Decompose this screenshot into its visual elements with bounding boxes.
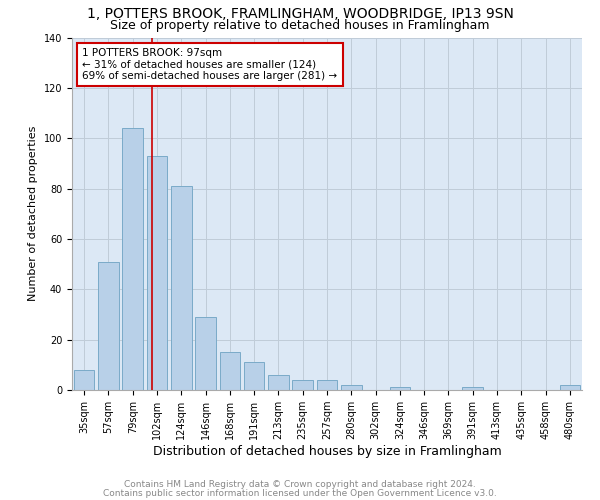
Bar	[341, 385, 362, 390]
X-axis label: Distribution of detached houses by size in Framlingham: Distribution of detached houses by size …	[152, 445, 502, 458]
Bar	[389, 388, 410, 390]
Y-axis label: Number of detached properties: Number of detached properties	[28, 126, 38, 302]
Bar	[122, 128, 143, 390]
Bar	[560, 385, 580, 390]
Bar	[146, 156, 167, 390]
Text: 1 POTTERS BROOK: 97sqm
← 31% of detached houses are smaller (124)
69% of semi-de: 1 POTTERS BROOK: 97sqm ← 31% of detached…	[82, 48, 337, 82]
Text: Contains HM Land Registry data © Crown copyright and database right 2024.: Contains HM Land Registry data © Crown c…	[124, 480, 476, 489]
Bar	[463, 388, 483, 390]
Bar	[220, 352, 240, 390]
Bar	[171, 186, 191, 390]
Bar	[74, 370, 94, 390]
Bar	[244, 362, 265, 390]
Text: 1, POTTERS BROOK, FRAMLINGHAM, WOODBRIDGE, IP13 9SN: 1, POTTERS BROOK, FRAMLINGHAM, WOODBRIDG…	[86, 8, 514, 22]
Bar	[268, 375, 289, 390]
Bar	[98, 262, 119, 390]
Bar	[292, 380, 313, 390]
Bar	[195, 317, 216, 390]
Text: Size of property relative to detached houses in Framlingham: Size of property relative to detached ho…	[110, 18, 490, 32]
Text: Contains public sector information licensed under the Open Government Licence v3: Contains public sector information licen…	[103, 489, 497, 498]
Bar	[317, 380, 337, 390]
